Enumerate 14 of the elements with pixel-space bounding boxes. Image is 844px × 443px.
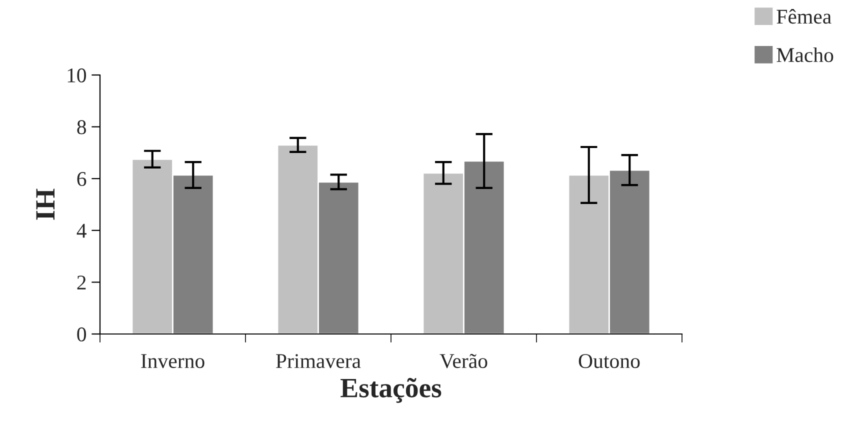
y-tick-label: 8: [77, 120, 86, 134]
x-axis-title: Estações: [340, 378, 442, 403]
y-tick-label: 2: [77, 276, 86, 290]
y-tick-label: 10: [68, 68, 86, 82]
x-tick-label: Verão: [440, 354, 488, 368]
y-tick-label: 6: [77, 172, 86, 186]
x-tick-label: Inverno: [141, 354, 204, 368]
y-tick-label: 0: [77, 327, 86, 342]
legend-label: Fêmea: [776, 9, 832, 24]
x-tick-label: Primavera: [276, 354, 361, 368]
y-tick-label: 4: [76, 224, 86, 238]
y-axis-title: IH: [36, 188, 54, 220]
legend-label: Macho: [776, 47, 834, 62]
x-tick-label: Outono: [578, 354, 640, 368]
